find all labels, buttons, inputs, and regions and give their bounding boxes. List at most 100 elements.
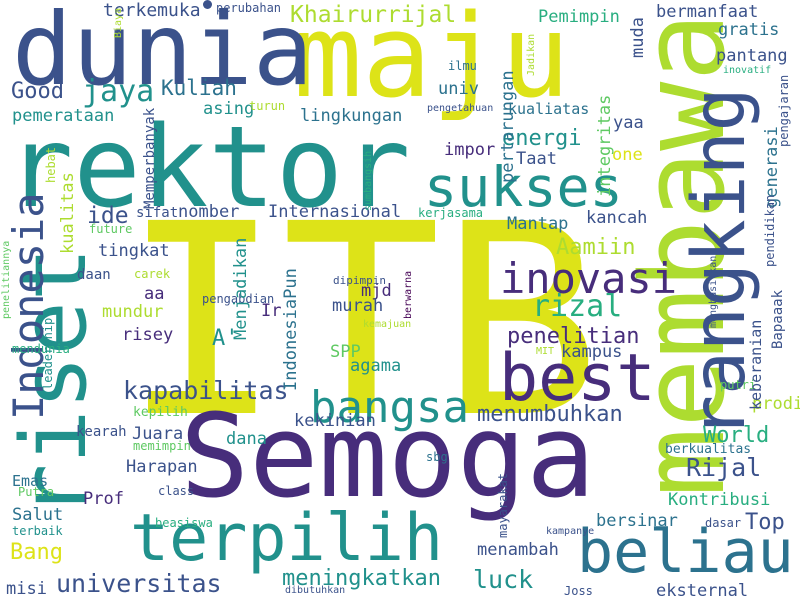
word-meningkatkan: meningkatkan [282,566,441,591]
word-khairurrijal: Khairurrijal [290,2,457,28]
word-sifat: sifat [136,205,179,221]
word-good: Good [11,79,64,104]
word-beasiswa: beasiswa [155,516,213,530]
word-best: best [499,341,656,416]
word-pertarungan: pertarungan [498,70,518,183]
word-class: class [158,484,195,498]
word-memimpin: memimpin [133,439,191,453]
word-kekinian: kekinian [294,411,376,431]
word-menumbuhkan: menumbuhkan [477,402,623,427]
word-putra: Putra [18,485,55,499]
word-risey: risey [122,325,174,345]
word-murah: murah [332,296,384,316]
word-keberanian: keberanian [747,319,765,410]
word-inovatif: inovatif [723,65,772,76]
word-internasional: Internasional [268,202,402,222]
word-integritas: integritas [595,94,615,197]
dot-mark [203,0,212,9]
word-asing: asing [203,99,255,119]
word-kearah: kearah [76,424,127,440]
word-mayarakat: mayarakat [496,472,510,538]
word-turun: turun [249,99,286,113]
word-dipimpin: dipimpin [333,274,386,287]
word-terbaik: terbaik [12,524,63,538]
word-harapan: Harapan [126,457,198,477]
word-pemimpin: Pemimpin [538,7,620,27]
word-itb: ITB [122,168,601,476]
word-mantap: Mantap [507,214,569,234]
word-aamiin: Aamiin [556,235,636,260]
word-a-apostrophe: A' [212,326,239,351]
word-aa: aa [144,284,165,304]
word-pantang: pantang [716,46,788,66]
word-sbg: sbg [426,450,448,464]
word-penelitiannya: penelitiannya [1,240,12,319]
word-agama: agama [350,356,402,376]
word-one: one [612,145,643,165]
word-berkualitas: berkualitas [665,442,752,457]
word-univ: univ [438,79,479,99]
word-lingkungan: lingkungan [300,106,403,126]
word-bermanfaat: bermanfaat [656,2,759,22]
word-bapaaak: Bapaaak [770,289,786,349]
word-bang: Bang [10,540,63,565]
word-mendunia: mendunia [12,342,70,356]
word-kualiatas: kualiatas [508,100,590,118]
word-rijal: Rijal [686,453,762,482]
word-terkemuka: terkemuka [103,0,201,21]
word-emas: Emas [12,472,49,490]
word-kualitas: kualitas [58,172,78,254]
word-ilmu: ilmu [448,59,477,73]
word-jaya: jaya [82,74,155,109]
word-prodi: prodi [752,394,800,414]
word-impor: impor [444,140,496,160]
word-taat: Taat [516,149,557,169]
word-tingkat: tingkat [98,241,170,261]
word-berwarna: berwarna [403,270,414,319]
word-pengabdian: pengabdian [202,292,275,306]
word-energi: energi [502,126,582,151]
word-kontribusi: Kontribusi [668,490,771,510]
word-dasar: dasar [705,516,742,530]
word-memperbanyak: Memperbanyak [142,107,158,209]
word-sumbangsih: sumbangsih [363,150,374,211]
word-world: World [703,423,770,448]
word-dibutuhkan: dibutuhkan [285,585,346,596]
word-kemajuan: kemajuan [363,319,412,330]
word-ir: Ir [261,301,282,321]
word-rizal: rizal [532,289,623,324]
word-semoga: Semoga [180,390,596,524]
word-kampanye: kampanye [546,526,595,537]
word-universitas: universitas [56,569,222,598]
word-juara: Juara [132,424,184,444]
word-pengetahuan: pengetahuan [427,103,494,114]
word-penelitian: penelitian [507,324,640,349]
word-menjadikan: Menjadikan [231,237,251,340]
word-bersinar: bersinar [596,511,678,531]
word-eksternal: eksternal [656,581,749,600]
word-dunia: dunia [12,0,314,108]
word-menambah: menambah [477,540,559,560]
word-inovasi: inovasi [500,254,678,303]
word-sukses: sukses [424,155,623,219]
word-indonesiapun: IndonesiaPun [281,268,301,391]
word-daan: daan [77,267,111,283]
word-salut: Salut [12,505,64,525]
word-yaa: yaa [613,113,644,133]
word-pengajaran: pengajaran [777,74,791,147]
word-rektor: rektor [6,103,411,233]
word-menghasilkan: menghasilkan [708,255,719,328]
word-biaya: Biaya [113,7,124,38]
word-pemerataan: pemerataan [12,106,115,126]
word-kuliah: Kuliah [161,76,237,100]
word-luck: luck [473,565,534,594]
word-leadership: leadership [41,317,55,390]
word-mjd: mjd [361,281,392,301]
word-perubahan: perubahan [216,1,282,15]
word-dana: dana [226,429,267,449]
word-beliau: beliau [577,517,794,587]
word-nomber: nomber [178,202,240,222]
word-carek: carek [134,267,171,281]
word-pendidikan: pendidikan [763,194,777,267]
